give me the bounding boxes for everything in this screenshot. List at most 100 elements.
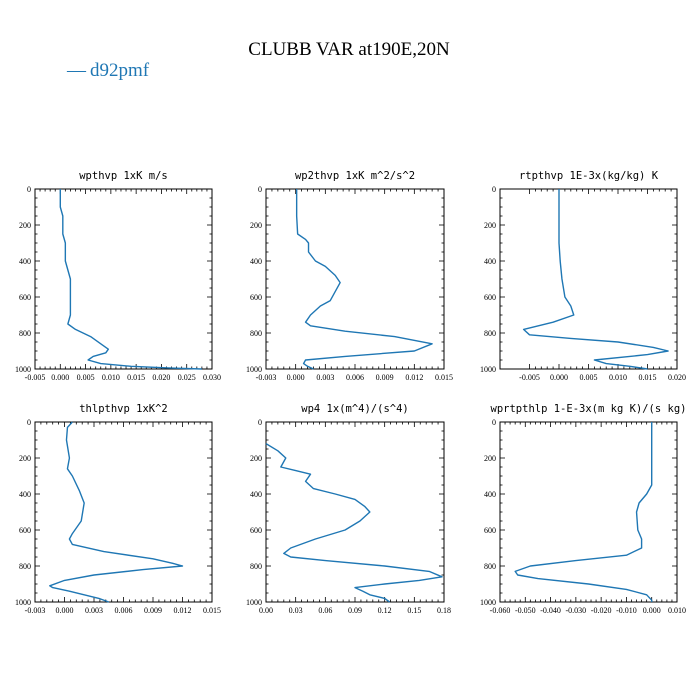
x-tick-label: 0.003	[316, 373, 334, 382]
y-tick-label: 600	[484, 526, 496, 535]
y-tick-label: 800	[19, 329, 31, 338]
x-tick-label: 0.00	[259, 606, 273, 615]
x-tick-label: 0.003	[85, 606, 103, 615]
y-tick-label: 400	[19, 490, 31, 499]
x-tick-label: 0.009	[144, 606, 162, 615]
y-tick-label: 600	[484, 293, 496, 302]
x-tick-label: 0.006	[346, 373, 364, 382]
y-tick-label: 600	[19, 293, 31, 302]
x-tick-label: 0.030	[203, 373, 221, 382]
y-tick-label: 200	[484, 454, 496, 463]
x-tick-label: 0.025	[178, 373, 196, 382]
series-line	[49, 421, 184, 603]
x-tick-label: 0.12	[378, 606, 392, 615]
x-tick-label: 0.015	[639, 373, 657, 382]
axes-frame	[499, 188, 678, 370]
panel-title: wprtpthlp 1-E-3x(m kg K)/(s kg)	[491, 403, 687, 415]
legend-line-icon: —	[66, 60, 87, 81]
y-tick-label: 1000	[246, 365, 262, 374]
y-tick-label: 0	[27, 185, 31, 194]
y-tick-label: 0	[258, 418, 262, 427]
x-tick-label: 0.15	[407, 606, 421, 615]
x-tick-label: 0.015	[127, 373, 145, 382]
x-tick-label: 0.005	[580, 373, 598, 382]
x-tick-label: 0.03	[289, 606, 303, 615]
panel-title: wp4 1x(m^4)/(s^4)	[301, 403, 408, 415]
x-tick-label: 0.000	[550, 373, 568, 382]
chart-panel-4: thlpthvp 1xK^2 -0.003 0.000 0.003 0.006 0.009…	[15, 403, 221, 615]
y-tick-label: 200	[250, 454, 262, 463]
axes-frame	[34, 188, 213, 370]
axes-frame	[265, 188, 445, 370]
x-tick-label: 0.005	[77, 373, 95, 382]
y-tick-label: 0	[492, 418, 496, 427]
y-tick-label: 800	[484, 329, 496, 338]
x-tick-label: -0.003	[25, 606, 46, 615]
x-tick-label: 0.012	[405, 373, 423, 382]
y-tick-label: 400	[250, 490, 262, 499]
chart-panel-1: wpthvp 1xK m/s -0.005 0.000 0.005 0.010 0.015…	[15, 170, 221, 382]
y-tick-label: 0	[258, 185, 262, 194]
series-line	[295, 189, 433, 370]
x-tick-label: 0.006	[115, 606, 133, 615]
panel-title: rtpthvp 1E-3x(kg/kg) K	[519, 170, 659, 182]
series-line	[522, 189, 669, 370]
y-tick-label: 1000	[246, 598, 262, 607]
y-tick-label: 400	[484, 257, 496, 266]
y-tick-label: 200	[250, 221, 262, 230]
x-tick-label: 0.015	[435, 373, 453, 382]
x-tick-label: -0.050	[515, 606, 536, 615]
panel-title: thlpthvp 1xK^2	[79, 403, 168, 415]
x-tick-label: 0.012	[174, 606, 192, 615]
y-tick-label: 400	[19, 257, 31, 266]
x-tick-label: -0.005	[25, 373, 46, 382]
x-tick-label: -0.030	[566, 606, 587, 615]
x-tick-label: 0.010	[668, 606, 686, 615]
y-tick-label: 800	[19, 562, 31, 571]
x-tick-label: -0.040	[540, 606, 561, 615]
chart-panel-3: rtpthvp 1E-3x(kg/kg) K -0.005 0.000 0.005 0.…	[480, 170, 686, 382]
x-tick-label: -0.020	[591, 606, 612, 615]
y-tick-label: 600	[250, 526, 262, 535]
x-tick-label: 0.015	[203, 606, 221, 615]
x-tick-label: -0.060	[490, 606, 511, 615]
chart-panel-2: wp2thvp 1xK m^2/s^2 -0.003 0.000 0.003 0.006…	[246, 170, 453, 382]
x-tick-label: 0.000	[51, 373, 69, 382]
x-tick-label: -0.010	[616, 606, 637, 615]
figure-legend: — d92pmf	[66, 60, 150, 81]
x-tick-label: -0.005	[519, 373, 540, 382]
series-line	[265, 443, 443, 603]
chart-panel-6: wprtpthlp 1-E-3x(m kg K)/(s kg) -0.060 -0.…	[480, 403, 686, 615]
chart-panels: wpthvp 1xK m/s-0.005 0.000 0.005 0.010 0.015…	[15, 170, 686, 615]
x-tick-label: 0.09	[348, 606, 362, 615]
y-tick-label: 800	[250, 562, 262, 571]
series-line	[514, 422, 653, 602]
x-tick-label: 0.000	[643, 606, 661, 615]
y-tick-label: 0	[27, 418, 31, 427]
x-tick-label: 0.000	[287, 373, 305, 382]
y-tick-label: 0	[492, 185, 496, 194]
legend-label: d92pmf	[90, 60, 150, 81]
y-tick-label: 600	[250, 293, 262, 302]
x-tick-label: 0.009	[376, 373, 394, 382]
x-tick-label: 0.06	[318, 606, 332, 615]
y-tick-label: 1000	[15, 598, 31, 607]
x-tick-label: 0.020	[668, 373, 686, 382]
y-tick-label: 400	[250, 257, 262, 266]
y-tick-label: 200	[19, 454, 31, 463]
x-tick-label: 0.020	[152, 373, 170, 382]
x-tick-label: 0.000	[56, 606, 74, 615]
y-tick-label: 600	[19, 526, 31, 535]
y-tick-label: 200	[484, 221, 496, 230]
x-tick-label: 0.010	[609, 373, 627, 382]
panel-title: wpthvp 1xK m/s	[79, 170, 168, 182]
figure-title: CLUBB VAR at190E,20N	[248, 39, 450, 60]
y-tick-label: 1000	[480, 365, 496, 374]
y-tick-label: 1000	[15, 365, 31, 374]
x-tick-label: 0.010	[102, 373, 120, 382]
axes-frame	[265, 421, 445, 603]
y-tick-label: 800	[484, 562, 496, 571]
axes-frame	[499, 421, 678, 603]
series-line	[59, 189, 202, 370]
